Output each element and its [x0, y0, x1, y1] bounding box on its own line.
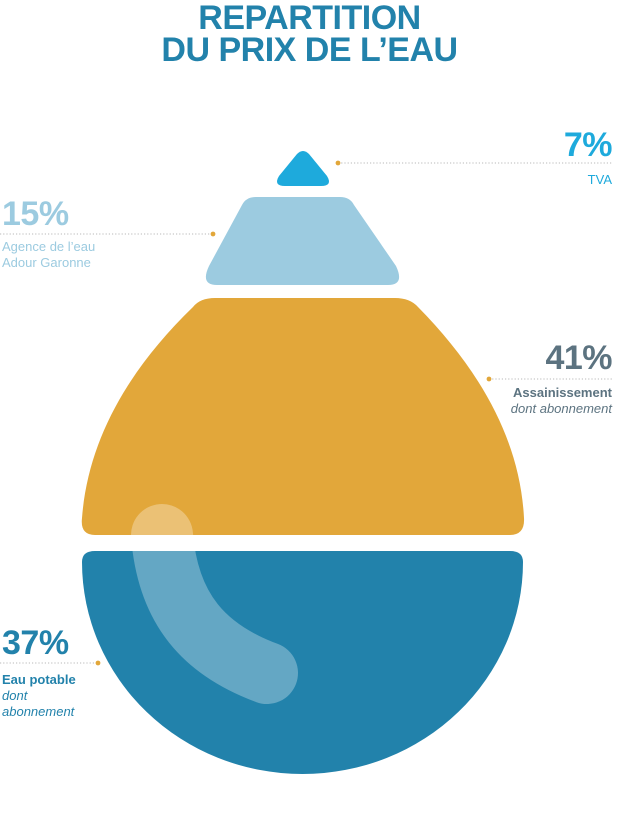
percent-tva: 7%: [563, 126, 613, 164]
name-agence-line-1: Agence de l’eau: [2, 239, 96, 254]
sub-eau-potable-line-2: abonnement: [2, 704, 75, 719]
label-tva: 7% TVA: [563, 126, 613, 188]
percent-agence: 15%: [2, 195, 69, 233]
sub-assainissement: dont abonnement: [510, 401, 612, 416]
leader-assainissement: [486, 376, 612, 382]
leader-tva: [335, 160, 612, 166]
drop-highlight: [131, 504, 298, 704]
label-agence: 15% Agence de l’eau Adour Garonne: [2, 197, 95, 271]
label-assainissement: 41% Assainissement dont abonnement: [510, 339, 613, 417]
percent-eau-potable: 37%: [2, 624, 69, 662]
label-eau-potable: 37% Eau potable dont abonnement: [2, 626, 76, 720]
name-tva: TVA: [587, 172, 612, 187]
segment-agence: [205, 197, 400, 285]
leader-eau-potable: [0, 660, 101, 666]
chart-title: REPARTITION DU PRIX DE L’EAU: [0, 0, 619, 69]
percent-assainissement: 41%: [545, 339, 612, 377]
name-agence-line-2: Adour Garonne: [2, 255, 91, 270]
segment-assainissement: [81, 298, 525, 535]
name-assainissement: Assainissement: [513, 385, 612, 400]
leader-agence: [0, 231, 216, 237]
name-eau-potable: Eau potable: [2, 672, 76, 687]
sub-eau-potable-line-1: dont: [2, 688, 28, 703]
chart-title-line-1: REPARTITION: [198, 0, 421, 37]
chart-title-line-2: DU PRIX DE L’EAU: [161, 31, 458, 69]
segment-tva: [277, 151, 329, 186]
segment-eau-potable: [82, 551, 523, 774]
